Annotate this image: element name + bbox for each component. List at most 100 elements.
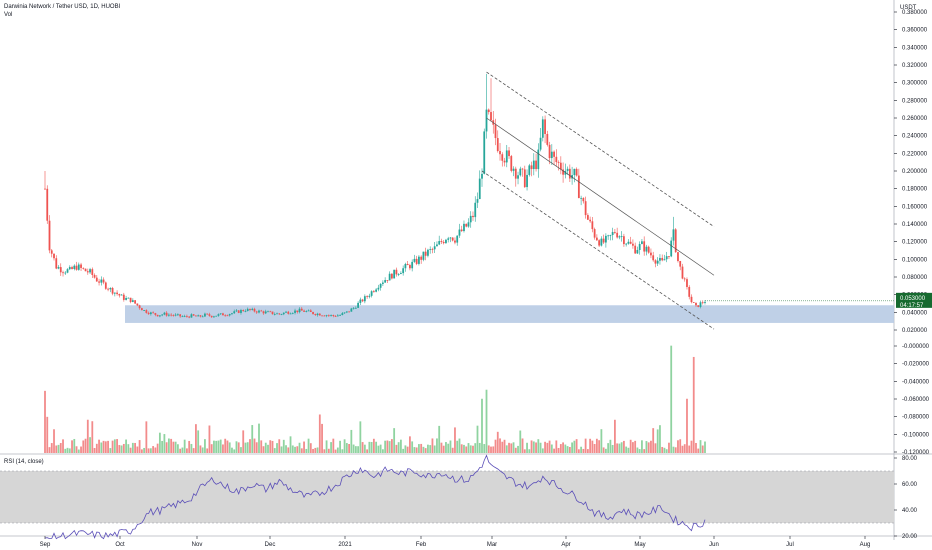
candle-body <box>318 313 321 316</box>
candle-body <box>683 278 686 280</box>
price-tick-label: 0.180000 <box>902 187 928 193</box>
volume-bar <box>287 447 290 453</box>
candle-body <box>447 238 450 240</box>
volume-bar <box>273 448 276 453</box>
candle-body <box>390 273 393 279</box>
volume-bar <box>48 447 51 453</box>
volume-tick-label: -0.000000 <box>902 344 930 350</box>
rsi-tick-label: 40.00 <box>902 508 918 514</box>
candle-body <box>300 308 303 311</box>
candle-body <box>246 308 249 311</box>
volume-bar <box>469 445 472 453</box>
candle-body <box>280 314 283 315</box>
price-tick-label: 0.120000 <box>902 240 928 246</box>
candle-body <box>64 272 67 274</box>
time-tick-label: May <box>634 542 645 548</box>
candle-body <box>650 252 652 256</box>
candle-body <box>129 297 132 302</box>
volume-bar <box>235 441 238 453</box>
candle-body <box>111 287 114 294</box>
volume-bar <box>697 448 700 453</box>
candle-body <box>377 287 380 290</box>
volume-bar <box>179 448 182 453</box>
candle-body <box>641 241 643 244</box>
candle-body <box>427 249 429 256</box>
volume-bar <box>50 443 53 453</box>
volume-bar <box>598 440 601 453</box>
candle-body <box>226 315 229 317</box>
volume-bar <box>586 449 589 453</box>
volume-bar <box>670 345 673 453</box>
volume-bar <box>512 442 515 453</box>
candle-body <box>672 229 675 241</box>
candle-body <box>48 220 51 251</box>
candle-body <box>161 314 164 316</box>
volume-bar <box>683 444 686 453</box>
price-tag-countdown: 04:17:57 <box>900 303 924 309</box>
candle-body <box>632 243 634 246</box>
candle-body <box>645 246 648 252</box>
volume-bar <box>390 439 393 453</box>
volume-bar <box>118 445 121 453</box>
volume-bar <box>208 425 211 453</box>
candle-body <box>363 296 366 302</box>
candle-body <box>174 314 177 316</box>
candle-body <box>436 244 438 247</box>
candle-body <box>505 150 508 163</box>
candle-body <box>593 229 596 238</box>
candle-body <box>57 267 60 269</box>
candle-body <box>219 313 222 315</box>
candle-body <box>510 156 513 171</box>
candle-body <box>262 311 265 314</box>
volume-bar <box>656 429 659 453</box>
candle-body <box>278 313 281 315</box>
price-tick-label: 0.160000 <box>902 204 928 210</box>
candle-body <box>454 240 456 243</box>
volume-bar <box>487 445 490 453</box>
volume-bar <box>321 423 323 453</box>
candle-body <box>66 269 69 273</box>
candle-body <box>201 316 204 318</box>
candle-body <box>46 188 49 221</box>
rsi-tick-label: 80.00 <box>902 456 918 462</box>
candle-body <box>131 300 134 302</box>
volume-bar <box>701 445 704 453</box>
volume-tick-label: -0.040000 <box>902 379 930 385</box>
candle-body <box>50 250 53 254</box>
volume-bar <box>623 440 625 453</box>
time-tick-label: Feb <box>416 542 427 548</box>
candle-body <box>526 174 528 188</box>
volume-bar <box>71 440 73 453</box>
support-zone <box>125 305 894 323</box>
volume-bar <box>244 442 247 453</box>
volume-bar <box>537 439 540 453</box>
candle-body <box>388 273 391 281</box>
volume-bar <box>285 445 287 453</box>
candle-body <box>537 149 540 170</box>
candle-body <box>544 119 546 134</box>
candle-body <box>271 311 274 315</box>
volume-bar <box>136 446 139 453</box>
volume-bar <box>490 446 492 453</box>
candle-body <box>474 202 477 218</box>
candle-body <box>334 315 337 317</box>
candle-body <box>125 298 127 300</box>
volume-tick-label: -0.080000 <box>902 415 930 421</box>
candle-body <box>395 269 398 275</box>
volume-bar <box>195 424 197 453</box>
candle-body <box>147 312 150 315</box>
candle-body <box>406 263 409 266</box>
candle-body <box>384 280 387 283</box>
candle-body <box>285 311 287 313</box>
volume-bar <box>149 448 152 453</box>
candle-body <box>95 277 98 282</box>
candle-body <box>206 313 209 315</box>
price-tick-label: 0.080000 <box>902 275 928 281</box>
price-tick-label: 0.020000 <box>902 328 928 334</box>
candle-body <box>249 308 251 310</box>
volume-bar <box>53 429 55 453</box>
volume-bar <box>122 443 125 453</box>
volume-bar <box>492 446 495 453</box>
candle-body <box>604 235 607 243</box>
